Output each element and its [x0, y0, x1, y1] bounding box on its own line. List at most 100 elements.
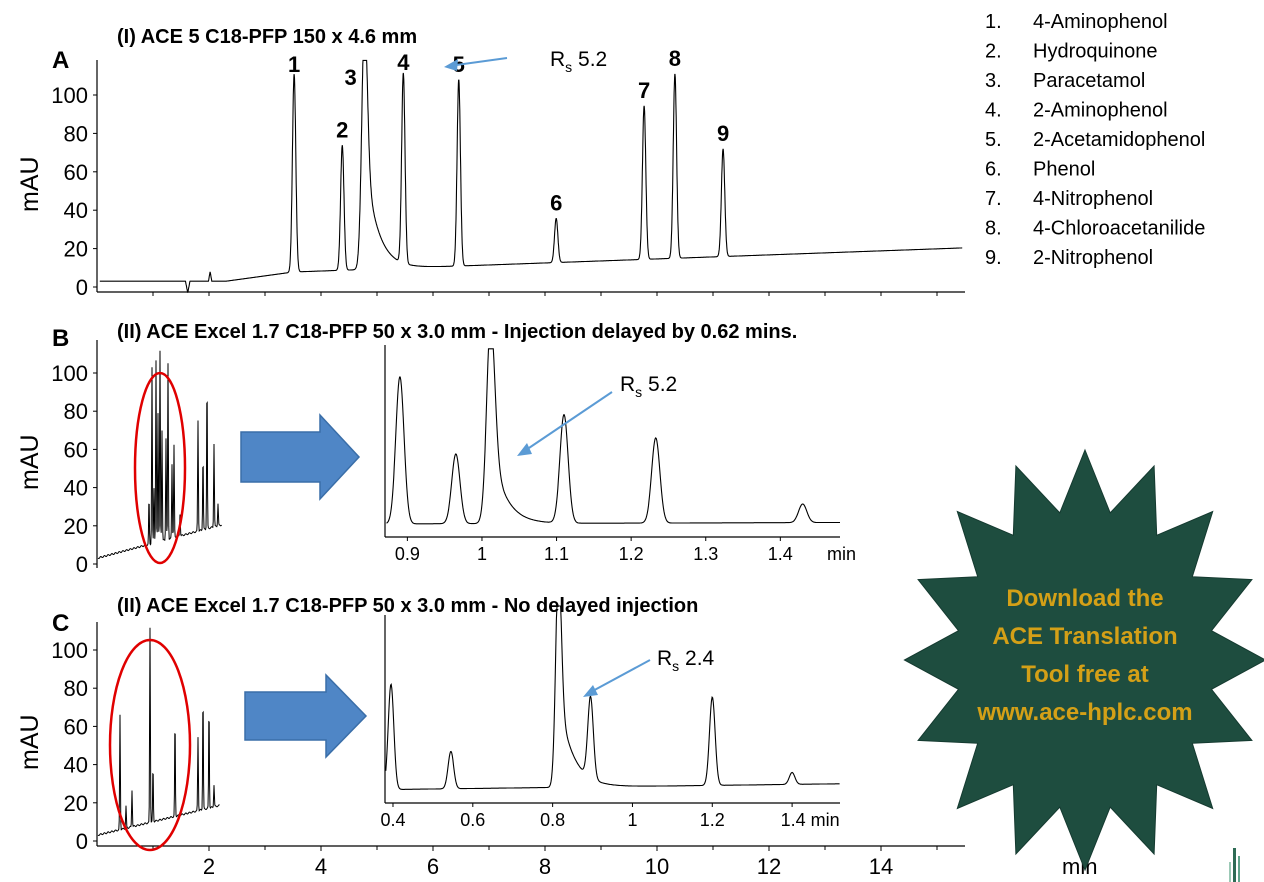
peak-label: 2 — [336, 117, 348, 142]
y-tick-label: 20 — [64, 514, 88, 539]
panel-b-highlight-ellipse — [133, 371, 187, 565]
x-tick-label: 1.4 — [768, 544, 793, 564]
panel-a-rs-callout-line — [448, 57, 508, 67]
panel-c-title: (II) ACE Excel 1.7 C18-PFP 50 x 3.0 mm -… — [117, 595, 698, 617]
panel-b-rs-callout-arrowhead — [517, 443, 532, 456]
panel-a-trace — [99, 59, 963, 293]
legend-number: 9. — [985, 247, 1002, 269]
x-tick-label: 0.9 — [395, 544, 420, 564]
legend-compound: 4-Nitrophenol — [1033, 188, 1153, 210]
legend-number: 7. — [985, 188, 1002, 210]
legend-compound: Phenol — [1033, 159, 1095, 181]
legend-compound: 2-Acetamidophenol — [1033, 129, 1205, 151]
legend-number: 2. — [985, 41, 1002, 63]
panel-a-x-minor-ticks — [152, 292, 938, 296]
x-tick-label: 1.2 — [619, 544, 644, 564]
compound-legend: 1. 4-Aminophenol 2. Hydroquinone 3. Paracetam… — [985, 11, 1205, 269]
panel-a: A (I) ACE 5 C18-PFP 150 x 4.6 mm mAU 020… — [16, 26, 965, 300]
panel-a-letter: A — [52, 47, 69, 74]
x-tick-label: 8 — [539, 854, 551, 879]
panel-c-highlight-ellipse — [108, 638, 192, 852]
panel-c-zoom-trace — [385, 605, 840, 790]
panel-b-rs-label: Rs 5.2 — [620, 373, 677, 400]
panel-c-rs-callout-line — [588, 659, 651, 694]
y-tick-label: 60 — [64, 160, 88, 185]
panel-a-peak-labels: 123456789 — [288, 46, 729, 215]
panel-b-letter: B — [52, 325, 69, 352]
peak-label: 9 — [717, 121, 729, 146]
y-tick-label: 40 — [64, 753, 88, 778]
y-tick-label: 20 — [64, 791, 88, 816]
y-tick-label: 40 — [64, 476, 88, 501]
legend-compound: 4-Aminophenol — [1033, 11, 1168, 33]
panel-c-rs-callout-arrowhead — [583, 685, 598, 697]
starburst-url[interactable]: www.ace-hplc.com — [976, 699, 1192, 726]
starburst-line-3: Tool free at — [1021, 661, 1149, 688]
peak-label: 4 — [397, 50, 410, 75]
panel-c-overview-trace — [97, 627, 220, 837]
x-tick-label: 1.4 min — [781, 810, 840, 830]
y-tick-label: 100 — [51, 83, 88, 108]
panel-a-rs-label: Rs 5.2 — [550, 48, 607, 75]
panel-b-zoom-arrow — [240, 413, 361, 501]
panel-c-rs-label: Rs 2.4 — [657, 647, 715, 674]
peak-label: 3 — [345, 65, 357, 90]
panel-b-y-ticks: 0 20 40 60 80 100 — [51, 361, 97, 577]
y-tick-label: 0 — [76, 552, 88, 577]
x-tick-label: 0.8 — [540, 810, 565, 830]
panel-b-overview-trace — [97, 350, 222, 560]
panel-b-zoom-x-ticks: 0.9 1 1.1 1.2 1.3 1.4 min — [395, 537, 856, 564]
x-tick-label: 12 — [757, 854, 781, 879]
download-starburst[interactable]: Download the ACE Translation Tool free a… — [903, 448, 1264, 872]
panel-c-y-ticks: 0 20 40 60 80 100 — [51, 638, 97, 854]
x-tick-label: 14 — [869, 854, 893, 879]
x-tick-label: 1 — [627, 810, 637, 830]
x-tick-label: 0.4 — [380, 810, 405, 830]
x-tick-label: 10 — [645, 854, 669, 879]
y-tick-label: 100 — [51, 361, 88, 386]
x-tick-label: 2 — [203, 854, 215, 879]
x-unit-label: min — [827, 544, 856, 564]
peak-label: 1 — [288, 52, 300, 77]
legend-compound: 2-Nitrophenol — [1033, 247, 1153, 269]
legend-compound: 2-Aminophenol — [1033, 100, 1168, 122]
legend-number: 6. — [985, 159, 1002, 181]
x-tick-label: 4 — [315, 854, 327, 879]
panel-b-ylabel: mAU — [16, 434, 44, 490]
panel-c-letter: C — [52, 610, 69, 637]
x-tick-label: 1.1 — [544, 544, 569, 564]
panel-c: C (II) ACE Excel 1.7 C18-PFP 50 x 3.0 mm… — [16, 595, 1097, 879]
panel-c-ylabel: mAU — [16, 714, 44, 770]
y-tick-label: 0 — [76, 275, 88, 300]
legend-compound: 4-Chloroacetanilide — [1033, 218, 1205, 240]
panel-b-rs-callout-line — [522, 391, 613, 453]
y-tick-label: 60 — [64, 714, 88, 739]
legend-number: 4. — [985, 100, 1002, 122]
peak-label: 8 — [669, 46, 681, 71]
logo-fragment — [1229, 848, 1240, 882]
x-tick-label: 1.2 — [700, 810, 725, 830]
panel-c-zoom-x-ticks: 0.4 0.6 0.8 1 1.2 1.4 min — [380, 803, 840, 830]
y-tick-label: 100 — [51, 638, 88, 663]
panel-a-rs-callout-arrowhead — [444, 59, 458, 71]
y-tick-label: 80 — [64, 676, 88, 701]
panel-a-title: (I) ACE 5 C18-PFP 150 x 4.6 mm — [117, 26, 417, 48]
y-tick-label: 40 — [64, 198, 88, 223]
starburst-line-1: Download the — [1006, 585, 1163, 612]
panel-c-zoom-arrow — [244, 673, 368, 759]
y-tick-label: 80 — [64, 399, 88, 424]
y-tick-label: 60 — [64, 437, 88, 462]
starburst-shape[interactable] — [903, 448, 1264, 872]
bottom-x-ticks: 2 4 6 8 10 12 14 min — [152, 846, 1097, 879]
peak-label: 7 — [638, 78, 650, 103]
legend-number: 8. — [985, 218, 1002, 240]
panel-b: B (II) ACE Excel 1.7 C18-PFP 50 x 3.0 mm… — [16, 321, 856, 577]
x-tick-label: 0.6 — [460, 810, 485, 830]
panel-a-y-ticks: 0 20 40 60 80 100 — [51, 83, 97, 300]
legend-compound: Hydroquinone — [1033, 41, 1158, 63]
y-tick-label: 20 — [64, 237, 88, 262]
peak-label: 6 — [550, 190, 562, 215]
starburst-line-2: ACE Translation — [992, 623, 1177, 650]
y-tick-label: 80 — [64, 121, 88, 146]
